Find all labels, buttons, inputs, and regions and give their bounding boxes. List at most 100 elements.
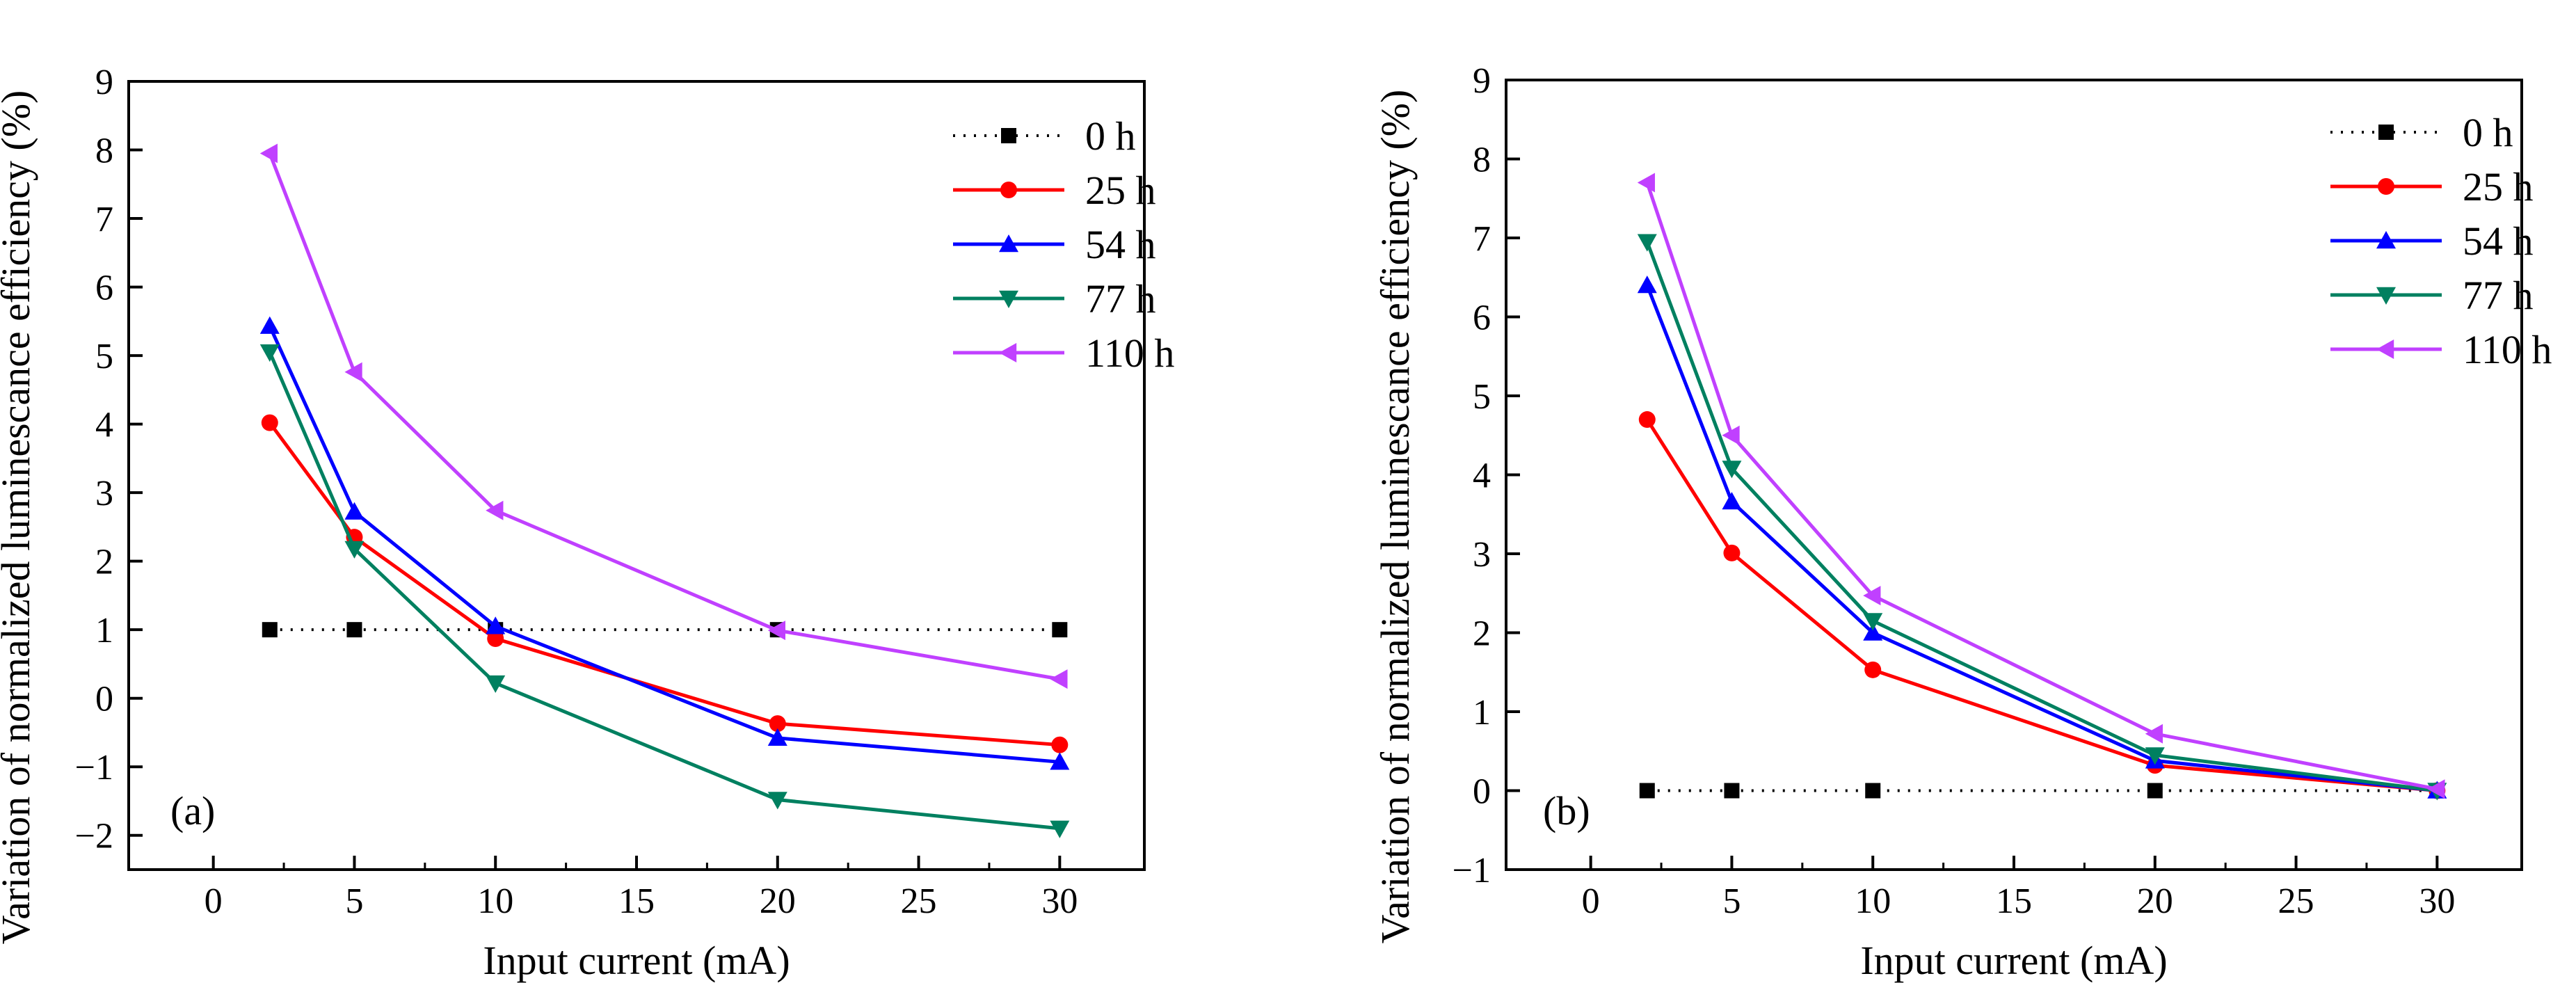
data-point [1863, 623, 1883, 641]
data-point [262, 622, 278, 638]
data-point [261, 414, 278, 431]
x-tick-label: 20 [760, 881, 796, 921]
legend-label: 25 h [1085, 168, 1156, 213]
data-point [1864, 661, 1882, 678]
y-tick-label: 5 [95, 337, 113, 376]
x-tick-label: 10 [1855, 881, 1891, 921]
data-point [486, 675, 506, 694]
legend-label: 0 h [2463, 110, 2513, 155]
data-point [1050, 752, 1070, 770]
y-tick-label: 1 [1473, 693, 1491, 733]
series-77h [259, 344, 1070, 838]
legend-marker [2378, 125, 2394, 140]
y-axis-title: Variation of normalized luminescance eff… [1373, 90, 1418, 944]
data-point [344, 541, 365, 559]
series-line [268, 351, 1060, 831]
y-tick-label: 2 [1473, 614, 1491, 654]
data-point [2145, 747, 2165, 765]
data-point [1863, 613, 1883, 631]
data-point [1052, 622, 1068, 638]
legend-label: 110 h [1085, 330, 1174, 376]
plot-frame [1505, 79, 2523, 871]
series-0h [262, 622, 1068, 638]
x-tick-label: 30 [2419, 881, 2455, 921]
data-point [259, 344, 280, 362]
x-axis-title: Input current (mA) [483, 938, 790, 983]
x-tick-label: 25 [901, 881, 937, 921]
legend-marker [2378, 178, 2394, 195]
data-point [767, 621, 785, 641]
legend-label: 25 h [2463, 164, 2534, 209]
data-point [2147, 783, 2163, 799]
x-tick-label: 15 [1996, 881, 2032, 921]
y-tick-label: 0 [1473, 772, 1491, 812]
legend-label: 54 h [1085, 222, 1156, 267]
y-tick-label: 4 [95, 406, 113, 445]
series-110h [1637, 173, 2445, 799]
legend-label: 110 h [2463, 327, 2552, 372]
data-point [259, 143, 278, 163]
data-point [1863, 586, 1881, 606]
series-line [1645, 182, 2438, 791]
data-point [767, 792, 787, 810]
x-tick-label: 5 [1722, 881, 1741, 921]
data-point [767, 728, 787, 746]
series-line [268, 152, 1060, 681]
x-tick-label: 0 [205, 881, 223, 921]
data-point [1865, 783, 1881, 799]
plot-frame [127, 80, 1146, 871]
chart-panel-a: 0 5 10 15 20 25 30 −2 −1 0 1 2 3 4 5 6 7 8 9 Input current … [0, 63, 1174, 983]
data-point [486, 500, 504, 520]
legend-label: 0 h [1085, 113, 1136, 159]
y-tick-label: 4 [1473, 456, 1491, 496]
legend-marker [2376, 231, 2396, 249]
y-tick-label: 7 [1473, 219, 1491, 259]
data-point [1722, 425, 1740, 445]
data-point [344, 502, 365, 520]
y-tick-label: 9 [95, 63, 113, 102]
y-tick-label: 0 [95, 680, 113, 719]
y-tick-label: −2 [75, 817, 113, 856]
series-0h [1639, 783, 2445, 799]
y-tick-label: 2 [95, 543, 113, 582]
x-tick-label: 15 [618, 881, 655, 921]
data-point [1723, 544, 1741, 561]
x-tick-label: 10 [477, 881, 513, 921]
x-tick-label: 30 [1041, 881, 1078, 921]
data-point [1051, 736, 1069, 753]
legend-marker [1000, 182, 1017, 198]
y-tick-label: −1 [1453, 851, 1491, 890]
data-point [486, 616, 506, 634]
y-tick-label: 8 [95, 131, 113, 171]
data-point [1724, 783, 1740, 799]
legend-label: 77 h [2463, 273, 2534, 318]
x-tick-label: 5 [345, 881, 363, 921]
x-axis-title: Input current (mA) [1860, 938, 2167, 983]
series-line [268, 325, 1060, 764]
y-tick-label: 6 [95, 269, 113, 308]
data-point [346, 622, 362, 638]
x-tick-label: 0 [1582, 881, 1600, 921]
data-point [1722, 461, 1742, 479]
y-axis-title: Variation of normalized luminescance eff… [0, 90, 38, 945]
data-point [1638, 411, 1656, 429]
data-point [769, 715, 786, 733]
x-tick-label: 25 [2278, 881, 2314, 921]
data-point [2427, 779, 2445, 799]
x-tick-label: 20 [2137, 881, 2173, 921]
series-77h [1637, 234, 2447, 801]
y-tick-label: 7 [95, 200, 113, 239]
data-point [1637, 234, 1657, 252]
panel-label: (b) [1543, 788, 1590, 833]
series-line [1645, 285, 2438, 792]
data-point [1722, 492, 1742, 510]
y-tick-label: 1 [95, 611, 113, 650]
y-tick-label: 6 [1473, 298, 1491, 338]
legend: 0 h 25 h 54 h 77 h 110 h [2330, 110, 2552, 372]
legend: 0 h 25 h 54 h 77 h 110 h [953, 113, 1174, 376]
legend-label: 77 h [1085, 276, 1156, 321]
panel-label: (a) [170, 788, 215, 833]
data-point [1639, 783, 1655, 799]
